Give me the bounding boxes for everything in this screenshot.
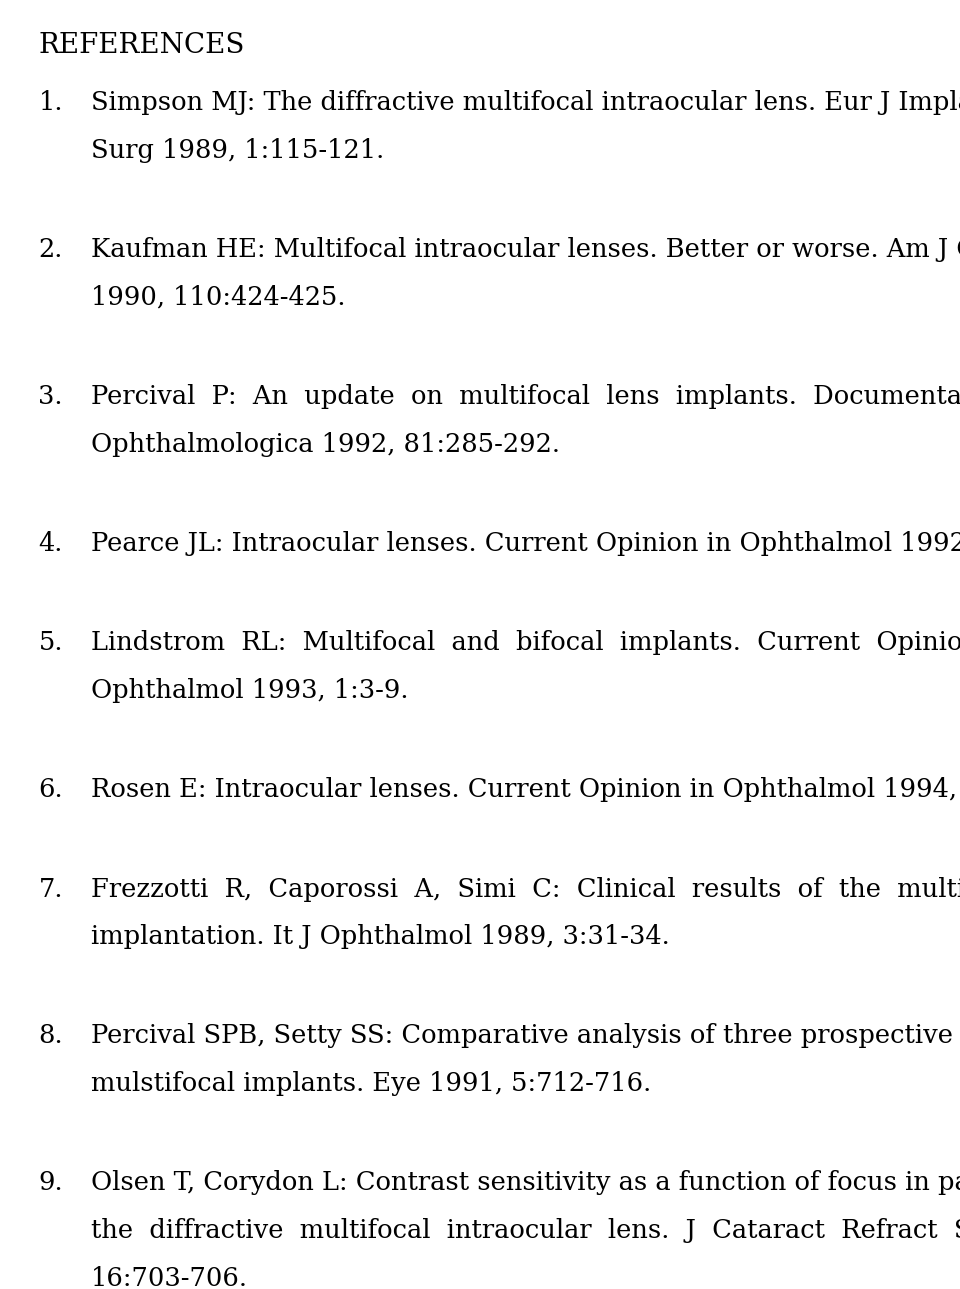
Text: Simpson MJ: The diffractive multifocal intraocular lens. Eur J Implant Ref: Simpson MJ: The diffractive multifocal i… — [91, 90, 960, 115]
Text: REFERENCES: REFERENCES — [38, 32, 245, 59]
Text: Rosen E: Intraocular lenses. Current Opinion in Ophthalmol 1994, 1:40-54.: Rosen E: Intraocular lenses. Current Opi… — [91, 777, 960, 802]
Text: 9.: 9. — [38, 1170, 63, 1195]
Text: Percival SPB, Setty SS: Comparative analysis of three prospective trials of: Percival SPB, Setty SS: Comparative anal… — [91, 1023, 960, 1048]
Text: 2.: 2. — [38, 237, 62, 262]
Text: Lindstrom  RL:  Multifocal  and  bifocal  implants.  Current  Opinion  in: Lindstrom RL: Multifocal and bifocal imp… — [91, 630, 960, 655]
Text: 1990, 110:424-425.: 1990, 110:424-425. — [91, 285, 346, 309]
Text: 7.: 7. — [38, 877, 63, 901]
Text: Surg 1989, 1:115-121.: Surg 1989, 1:115-121. — [91, 138, 384, 162]
Text: 6.: 6. — [38, 777, 63, 802]
Text: Percival  P:  An  update  on  multifocal  lens  implants.  Documenta: Percival P: An update on multifocal lens… — [91, 384, 960, 409]
Text: 1.: 1. — [38, 90, 63, 115]
Text: 8.: 8. — [38, 1023, 63, 1048]
Text: Ophthalmol 1993, 1:3-9.: Ophthalmol 1993, 1:3-9. — [91, 678, 409, 703]
Text: mulstifocal implants. Eye 1991, 5:712-716.: mulstifocal implants. Eye 1991, 5:712-71… — [91, 1071, 652, 1096]
Text: Kaufman HE: Multifocal intraocular lenses. Better or worse. Am J Ophthalmol: Kaufman HE: Multifocal intraocular lense… — [91, 237, 960, 262]
Text: the  diffractive  multifocal  intraocular  lens.  J  Cataract  Refract  Surg  19: the diffractive multifocal intraocular l… — [91, 1218, 960, 1243]
Text: Ophthalmologica 1992, 81:285-292.: Ophthalmologica 1992, 81:285-292. — [91, 432, 561, 456]
Text: implantation. It J Ophthalmol 1989, 3:31-34.: implantation. It J Ophthalmol 1989, 3:31… — [91, 924, 670, 949]
Text: Olsen T, Corydon L: Contrast sensitivity as a function of focus in patients with: Olsen T, Corydon L: Contrast sensitivity… — [91, 1170, 960, 1195]
Text: 16:703-706.: 16:703-706. — [91, 1266, 249, 1289]
Text: 5.: 5. — [38, 630, 63, 655]
Text: 4.: 4. — [38, 531, 62, 556]
Text: Pearce JL: Intraocular lenses. Current Opinion in Ophthalmol 1992, 3:29-38.: Pearce JL: Intraocular lenses. Current O… — [91, 531, 960, 556]
Text: 3.: 3. — [38, 384, 63, 409]
Text: Frezzotti  R,  Caporossi  A,  Simi  C:  Clinical  results  of  the  multifocal  : Frezzotti R, Caporossi A, Simi C: Clinic… — [91, 877, 960, 901]
